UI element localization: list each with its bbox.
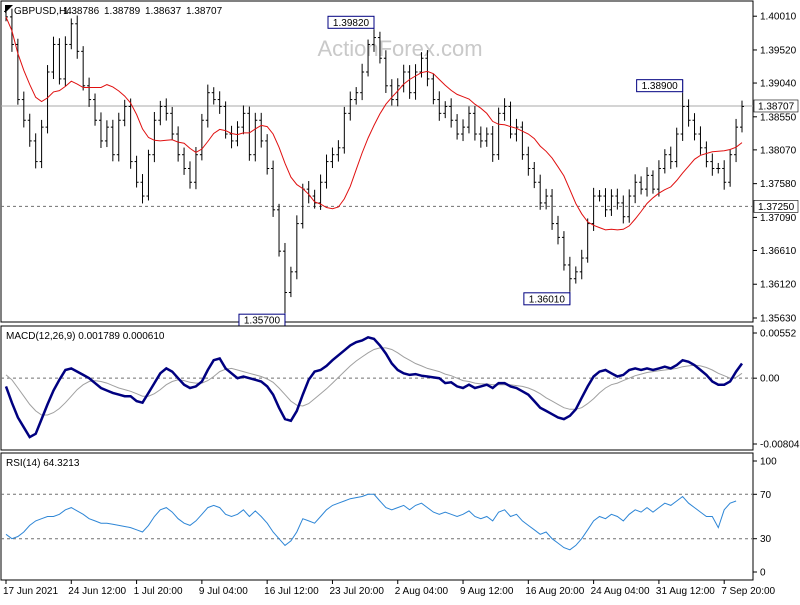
- symbol-title: GBPUSD,H4: [14, 6, 72, 17]
- annotation-label: 1.35700: [244, 316, 281, 327]
- time-tick-label: 9 Aug 12:00: [460, 586, 514, 597]
- price-tick-label: 1.39520: [760, 45, 797, 56]
- support-price-tag: 1.37250: [753, 200, 799, 213]
- price-bars: [4, 6, 744, 314]
- macd-line: [4, 335, 744, 439]
- annotation-label: 1.36010: [529, 294, 566, 305]
- annotation-label: 1.39820: [333, 18, 370, 29]
- macd-panel: 0.00552 0.00 -0.00804 MACD(12,26,9) 0.0017…: [0, 325, 800, 451]
- price-annotations: 1.35700 1.39820 1.36010 1.38900: [238, 15, 684, 327]
- ohlc-high: 1.38789: [104, 6, 141, 17]
- annotation-label: 1.38900: [642, 81, 679, 92]
- time-tick-label: 31 Aug 12:00: [656, 586, 715, 597]
- price-tick-label: 1.38070: [760, 145, 797, 156]
- price-tick-label: 1.36610: [760, 246, 797, 257]
- time-tick-label: 9 Jul 04:00: [199, 586, 248, 597]
- time-tick-label: 7 Sep 20:00: [721, 586, 775, 597]
- watermark-text: ActionForex.com: [317, 36, 482, 61]
- annotation-box: [636, 79, 684, 93]
- price-tick-label: 1.38550: [760, 112, 797, 123]
- rsi-tick-label: 0: [760, 568, 766, 579]
- time-tick-label: 24 Aug 04:00: [591, 586, 650, 597]
- support-price-box: [753, 200, 799, 213]
- moving-average-line: [5, 16, 743, 231]
- macd-tick-label: 0.00552: [760, 329, 797, 340]
- price-panel: ActionForex.com 1.40010 1.39520 1.39040 1.3…: [0, 0, 799, 327]
- rsi-tick-label: 30: [760, 534, 772, 545]
- macd-axis: 0.00552 0.00 -0.00804: [1, 329, 800, 451]
- time-tick-label: 16 Jul 12:00: [264, 586, 319, 597]
- time-tick-label: 2 Aug 04:00: [395, 586, 449, 597]
- macd-tick-label: -0.00804: [760, 440, 800, 451]
- chart-shift-icon: [5, 5, 13, 13]
- price-tick-label: 1.35630: [760, 314, 797, 325]
- time-tick-label: 24 Jun 12:00: [68, 586, 126, 597]
- annotation-box: [327, 15, 375, 29]
- price-axis: 1.40010 1.39520 1.39040 1.38550 1.38070 1.375…: [753, 12, 797, 325]
- time-tick-label: 17 Jun 2021: [3, 586, 58, 597]
- time-tick-label: 23 Jul 20:00: [329, 586, 384, 597]
- rsi-axis: 100 70 30 0: [1, 457, 777, 579]
- price-panel-frame: [0, 0, 754, 323]
- price-tick-label: 1.39040: [760, 79, 797, 90]
- annotation-box: [523, 292, 571, 306]
- current-price-tag: 1.38707: [753, 99, 799, 113]
- price-tick-label: 1.40010: [760, 12, 797, 23]
- price-tick-label: 1.37580: [760, 179, 797, 190]
- time-tick-label: 1 Jul 20:00: [134, 586, 183, 597]
- time-axis: 17 Jun 2021 24 Jun 12:00 1 Jul 20:00 9 Jul …: [3, 580, 776, 597]
- rsi-title: RSI(14) 64.3213: [6, 458, 80, 469]
- support-price-label: 1.37250: [758, 202, 795, 213]
- rsi-panel: 100 70 30 0 RSI(14) 64.3213: [0, 452, 777, 581]
- macd-tick-label: 0.00: [760, 374, 780, 385]
- price-tick-label: 1.36120: [760, 280, 797, 291]
- rsi-line: [5, 493, 737, 551]
- ohlc-close: 1.38707: [186, 6, 223, 17]
- rsi-tick-label: 70: [760, 490, 772, 501]
- macd-signal-line: [5, 347, 743, 416]
- current-price-box: [753, 99, 799, 113]
- current-price-label: 1.38707: [758, 101, 795, 112]
- price-tick-label: 1.37090: [760, 213, 797, 224]
- rsi-panel-frame: [0, 452, 754, 581]
- ohlc-open: 1.38786: [63, 6, 100, 17]
- rsi-tick-label: 100: [760, 457, 777, 468]
- time-tick-label: 16 Aug 20:00: [525, 586, 584, 597]
- macd-panel-frame: [0, 325, 754, 451]
- macd-title: MACD(12,26,9) 0.001789 0.000610: [6, 331, 165, 342]
- ohlc-low: 1.38637: [145, 6, 182, 17]
